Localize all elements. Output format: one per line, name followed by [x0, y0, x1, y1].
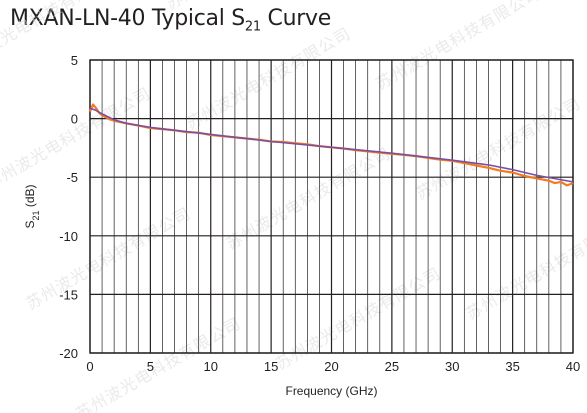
- x-tick-label: 20: [324, 359, 338, 374]
- chart-title-main: MXAN-LN-40 Typical S: [10, 6, 245, 31]
- x-tick-label: 5: [147, 359, 154, 374]
- series-line-fit: [89, 107, 574, 183]
- watermark-text: 苏州波光电科技有限公司: [183, 24, 354, 134]
- tick-labels: 0 5 10 15 20 25 30 35 40 5 0 -5 -10 -15 -20: [59, 53, 580, 374]
- series-layer: [88, 103, 574, 187]
- watermark-text: 苏州波光电科技有限公司: [223, 144, 394, 254]
- watermark-text: 苏州波光电科技有限公司: [373, 0, 544, 93]
- y-tick-label: -15: [59, 287, 78, 302]
- plot-frame: [89, 59, 574, 354]
- watermark-text: 苏州波光电科技有限公司: [163, 0, 334, 13]
- chart-title-subscript: 21: [244, 19, 261, 35]
- chart-title-suffix: Curve: [260, 6, 332, 31]
- chart-title: MXAN-LN-40 Typical S21 Curve: [10, 6, 331, 34]
- x-tick-label: 15: [264, 359, 278, 374]
- watermark-text: 苏州波光电科技有限公司: [23, 204, 194, 314]
- y-tick-label: -10: [59, 229, 78, 244]
- x-tick-label: 0: [86, 359, 93, 374]
- x-tick-label: 10: [204, 359, 218, 374]
- y-tick-label: -20: [59, 346, 78, 361]
- x-tick-label: 30: [445, 359, 459, 374]
- watermark-text: 苏州波光电科技有限公司: [0, 0, 124, 73]
- x-axis-title: Frequency (GHz): [285, 384, 377, 398]
- y-tick-label: 5: [71, 53, 78, 68]
- grid: [89, 59, 574, 354]
- y-axis-title: S21 (dB): [23, 184, 41, 228]
- x-tick-label: 25: [385, 359, 399, 374]
- watermark-text: 苏州波光电科技有限公司: [413, 94, 584, 204]
- x-tick-label: 35: [505, 359, 519, 374]
- y-tick-label: 0: [71, 112, 78, 127]
- watermark-text: 苏州波光电科技有限公司: [73, 314, 244, 413]
- y-tick-label: -5: [66, 170, 78, 185]
- watermark-text: 苏州波光电科技有限公司: [273, 264, 444, 374]
- x-tick-label: 40: [566, 359, 580, 374]
